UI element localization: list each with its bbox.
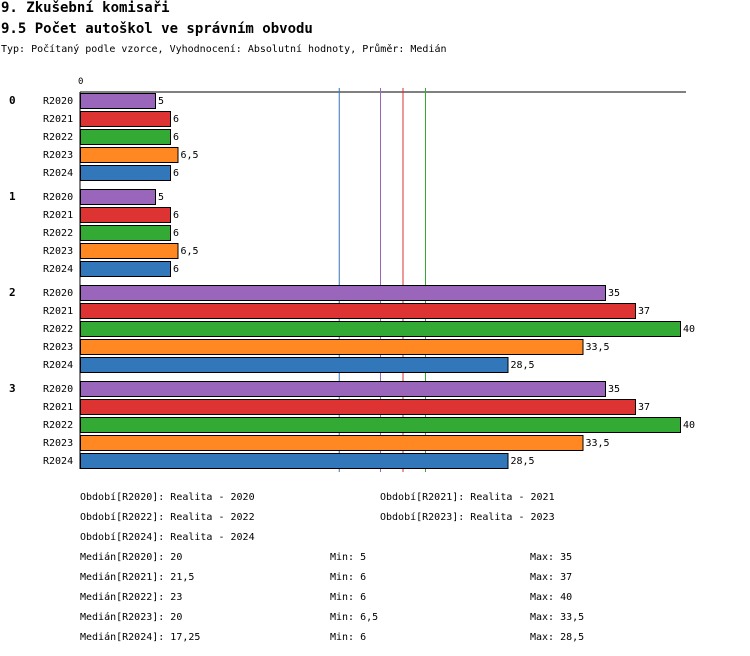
category-label: R2024 (43, 360, 73, 371)
bar-3-r2024 (80, 453, 509, 469)
bar-value-label: 6 (173, 210, 179, 221)
median-r2021: Medián[R2021]: 21,5 (80, 572, 195, 583)
category-label: R2023 (43, 150, 73, 161)
bar-value-label: 33,5 (586, 342, 610, 353)
bar-3-r2022 (80, 417, 681, 433)
bar-2-r2024 (80, 357, 509, 373)
median-r2023: Medián[R2023]: 20 (80, 612, 183, 623)
bar-value-label: 5 (158, 96, 164, 107)
min-r2020: Min: 5 (330, 552, 367, 563)
bar-1-r2022 (80, 225, 171, 241)
min-r2021: Min: 6 (330, 572, 367, 583)
max-r2021: Max: 37 (530, 572, 573, 583)
section-title: 9. Zkušební komisaři (1, 0, 170, 16)
category-label: R2020 (43, 192, 73, 203)
chart-title: 9.5 Počet autoškol ve správním obvodu (1, 21, 313, 37)
bar-0-r2024 (80, 165, 171, 181)
category-label: R2022 (43, 420, 73, 431)
bar-value-label: 6,5 (181, 246, 199, 257)
legend-entry-r2024: Období[R2024]: Realita - 2024 (80, 532, 255, 543)
max-r2020: Max: 35 (530, 552, 573, 563)
bar-value-label: 6 (173, 132, 179, 143)
group-label-1: 1 (9, 190, 16, 203)
bar-3-r2020 (80, 381, 606, 397)
bar-0-r2022 (80, 129, 171, 145)
category-label: R2021 (43, 402, 73, 413)
bar-1-r2021 (80, 207, 171, 223)
bar-2-r2021 (80, 303, 636, 319)
median-r2022: Medián[R2022]: 23 (80, 592, 183, 603)
category-label: R2024 (43, 168, 73, 179)
category-label: R2021 (43, 114, 73, 125)
bar-chart: 0 0 R2020 5 R2021 6 R2022 6 R2023 6,5 R2024 6 1 R2020… (9, 77, 695, 472)
bar-value-label: 35 (608, 288, 620, 299)
bar-value-label: 35 (608, 384, 620, 395)
bar-0-r2020 (80, 93, 156, 109)
bar-value-label: 6,5 (181, 150, 199, 161)
group-label-0: 0 (9, 94, 16, 107)
bar-value-label: 6 (173, 114, 179, 125)
legend-entry-r2022: Období[R2022]: Realita - 2022 (80, 512, 255, 523)
bar-value-label: 37 (638, 306, 650, 317)
category-label: R2023 (43, 246, 73, 257)
bar-value-label: 28,5 (511, 456, 535, 467)
bar-2-r2022 (80, 321, 681, 337)
bar-1-r2024 (80, 261, 171, 277)
bar-2-r2020 (80, 285, 606, 301)
category-label: R2022 (43, 324, 73, 335)
max-r2024: Max: 28,5 (530, 632, 585, 643)
category-label: R2024 (43, 456, 73, 467)
category-label: R2024 (43, 264, 73, 275)
category-label: R2022 (43, 132, 73, 143)
bar-value-label: 40 (683, 324, 695, 335)
bar-1-r2020 (80, 189, 156, 205)
min-r2024: Min: 6 (330, 632, 367, 643)
min-r2022: Min: 6 (330, 592, 367, 603)
group-label-3: 3 (9, 382, 16, 395)
bar-value-label: 40 (683, 420, 695, 431)
bar-value-label: 37 (638, 402, 650, 413)
bar-value-label: 6 (173, 228, 179, 239)
chart-type-description: Typ: Počítaný podle vzorce, Vyhodnocení:… (1, 44, 447, 55)
bar-2-r2023 (80, 339, 584, 355)
bar-0-r2021 (80, 111, 171, 127)
group-label-2: 2 (9, 286, 16, 299)
min-r2023: Min: 6,5 (330, 612, 379, 623)
category-label: R2023 (43, 438, 73, 449)
bar-0-r2023 (80, 147, 179, 163)
legend-entry-r2023: Období[R2023]: Realita - 2023 (380, 512, 555, 523)
bar-value-label: 5 (158, 192, 164, 203)
median-r2020: Medián[R2020]: 20 (80, 552, 183, 563)
category-label: R2021 (43, 210, 73, 221)
category-label: R2020 (43, 96, 73, 107)
bar-3-r2023 (80, 435, 584, 451)
bar-3-r2021 (80, 399, 636, 415)
bar-value-label: 28,5 (511, 360, 535, 371)
legend-entry-r2020: Období[R2020]: Realita - 2020 (80, 492, 255, 503)
category-label: R2020 (43, 288, 73, 299)
bar-value-label: 6 (173, 264, 179, 275)
x-tick-label: 0 (78, 77, 83, 87)
category-label: R2021 (43, 306, 73, 317)
max-r2022: Max: 40 (530, 592, 573, 603)
category-label: R2022 (43, 228, 73, 239)
max-r2023: Max: 33,5 (530, 612, 585, 623)
category-label: R2023 (43, 342, 73, 353)
legend-entry-r2021: Období[R2021]: Realita - 2021 (380, 492, 555, 503)
bar-value-label: 6 (173, 168, 179, 179)
category-label: R2020 (43, 384, 73, 395)
bar-1-r2023 (80, 243, 179, 259)
median-r2024: Medián[R2024]: 17,25 (80, 632, 201, 643)
bar-value-label: 33,5 (586, 438, 610, 449)
